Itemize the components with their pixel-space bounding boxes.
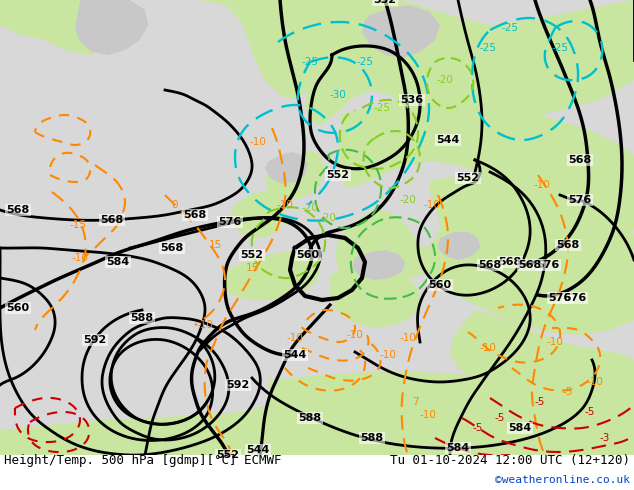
Text: 576: 576: [564, 293, 586, 303]
Text: 568: 568: [183, 210, 207, 220]
Bar: [0, 455, 634, 490]
Text: 568: 568: [557, 240, 579, 250]
Text: -5: -5: [585, 407, 595, 417]
Text: -3: -3: [600, 433, 610, 443]
Text: -25: -25: [356, 57, 373, 67]
Text: -10: -10: [197, 320, 214, 330]
Polygon shape: [222, 252, 320, 300]
Text: -5: -5: [535, 397, 545, 407]
Polygon shape: [352, 250, 405, 280]
Text: -10: -10: [420, 410, 436, 420]
Text: -10: -10: [586, 377, 604, 387]
Text: 576: 576: [568, 195, 592, 205]
Text: 552: 552: [240, 250, 264, 260]
Text: Tu 01-10-2024 12:00 UTC (12+120): Tu 01-10-2024 12:00 UTC (12+120): [390, 454, 630, 466]
Text: 576: 576: [548, 293, 572, 303]
Text: -25: -25: [501, 23, 519, 33]
Polygon shape: [75, 0, 148, 55]
Text: 7: 7: [411, 397, 418, 407]
Text: 568: 568: [519, 260, 541, 270]
Text: -10: -10: [534, 180, 550, 190]
Polygon shape: [362, 5, 440, 58]
Text: 568: 568: [160, 243, 184, 253]
Text: 560: 560: [297, 250, 320, 260]
Text: 15: 15: [209, 240, 222, 250]
Text: 568: 568: [498, 257, 522, 267]
Text: -25: -25: [479, 43, 496, 53]
Text: 584: 584: [446, 443, 470, 453]
Text: -10: -10: [380, 350, 396, 360]
Text: -20: -20: [302, 203, 318, 213]
Text: 588: 588: [131, 313, 153, 323]
Text: 552: 552: [327, 170, 349, 180]
Text: 552: 552: [373, 0, 396, 5]
Polygon shape: [335, 95, 634, 302]
Polygon shape: [0, 0, 118, 55]
Text: 560: 560: [429, 280, 451, 290]
Text: -10: -10: [347, 330, 363, 340]
Polygon shape: [438, 232, 480, 260]
Text: -10: -10: [250, 137, 266, 147]
Text: -10: -10: [547, 337, 564, 347]
Text: 568: 568: [6, 205, 30, 215]
Polygon shape: [305, 0, 634, 130]
Text: 584: 584: [107, 257, 129, 267]
Text: 568: 568: [100, 215, 124, 225]
Polygon shape: [330, 265, 420, 328]
Polygon shape: [425, 175, 634, 335]
Text: -20: -20: [437, 75, 453, 85]
Polygon shape: [265, 152, 308, 184]
Text: -20: -20: [320, 213, 337, 223]
Text: 592: 592: [84, 335, 107, 345]
Text: -5: -5: [563, 387, 573, 397]
Text: 536: 536: [401, 95, 424, 105]
Text: -25: -25: [552, 43, 569, 53]
Text: 552: 552: [456, 173, 479, 183]
Text: 0: 0: [172, 200, 178, 210]
Text: 584: 584: [508, 423, 532, 433]
Text: -10: -10: [424, 200, 441, 210]
Text: Height/Temp. 500 hPa [gdmp][°C] ECMWF: Height/Temp. 500 hPa [gdmp][°C] ECMWF: [4, 454, 281, 466]
Polygon shape: [230, 190, 285, 238]
Text: -25: -25: [373, 103, 391, 113]
Text: 552: 552: [216, 450, 240, 460]
Text: -20: -20: [399, 195, 417, 205]
Text: -10: -10: [276, 200, 294, 210]
Text: 544: 544: [283, 350, 307, 360]
Text: -10: -10: [479, 343, 496, 353]
Polygon shape: [160, 0, 317, 100]
Text: 588: 588: [299, 413, 321, 423]
Polygon shape: [265, 150, 325, 200]
Text: 568: 568: [479, 260, 501, 270]
Text: 544: 544: [247, 445, 269, 455]
Text: -10: -10: [399, 333, 417, 343]
Text: 560: 560: [6, 303, 30, 313]
Text: 576: 576: [218, 217, 242, 227]
Text: -30: -30: [330, 90, 346, 100]
Text: -5: -5: [495, 413, 505, 423]
Text: ©weatheronline.co.uk: ©weatheronline.co.uk: [495, 475, 630, 485]
Text: 588: 588: [361, 433, 384, 443]
Text: -10: -10: [287, 333, 304, 343]
Text: 544: 544: [436, 135, 460, 145]
Text: 576: 576: [536, 260, 560, 270]
Polygon shape: [0, 372, 634, 455]
Text: -10: -10: [72, 253, 88, 263]
Text: 15: 15: [245, 263, 259, 273]
Text: 568: 568: [568, 155, 592, 165]
Text: -15: -15: [70, 220, 86, 230]
Text: -5: -5: [473, 423, 483, 433]
Text: -25: -25: [302, 57, 318, 67]
Text: 592: 592: [226, 380, 250, 390]
Polygon shape: [450, 310, 634, 420]
